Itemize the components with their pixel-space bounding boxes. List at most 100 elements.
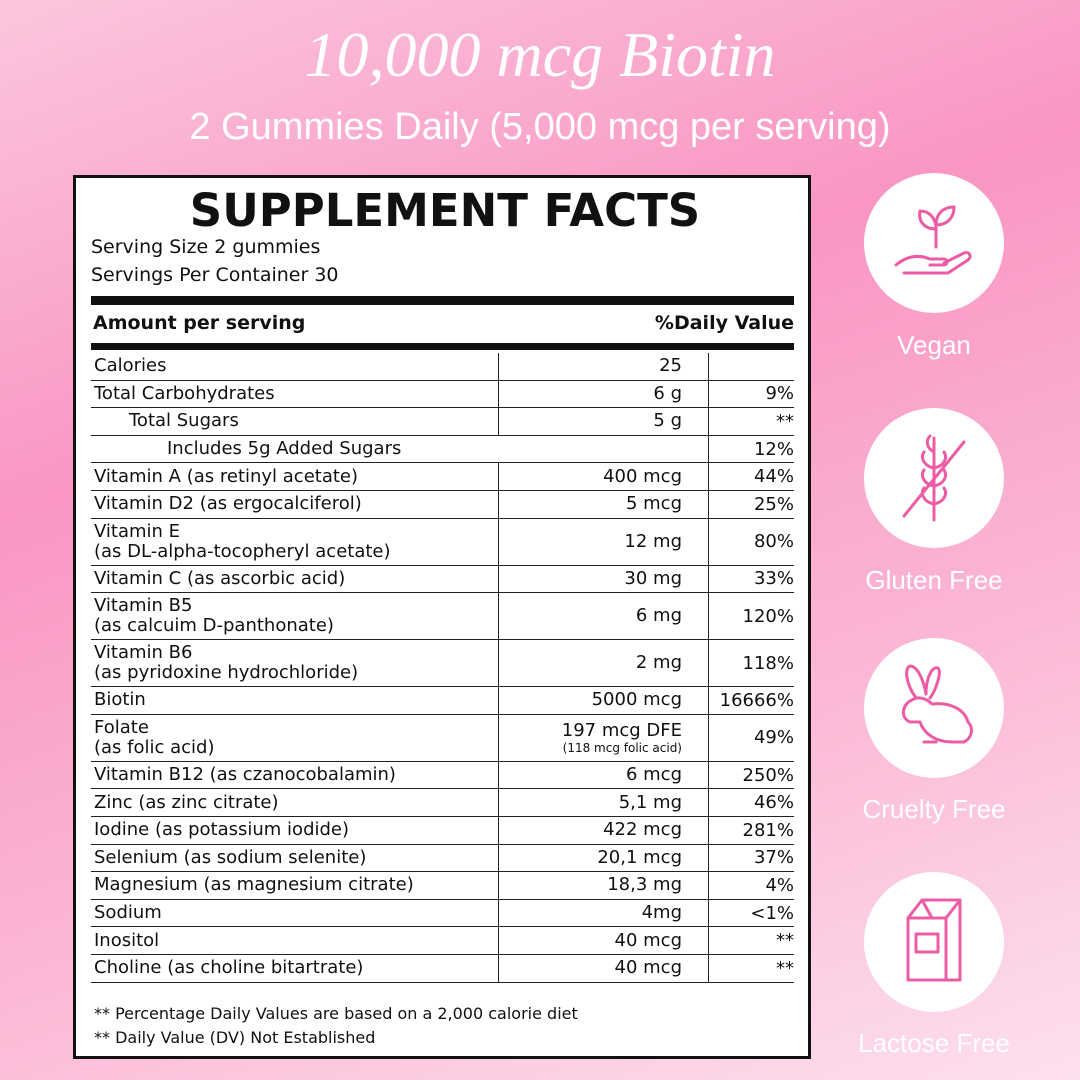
daily-value: 44% [753, 466, 794, 488]
dv-cell: 49% [708, 714, 794, 761]
nutrient-cell: Biotin [91, 687, 498, 714]
daily-value: 16666% [719, 689, 794, 711]
servings-per-container: Servings Per Container 30 [91, 264, 339, 286]
daily-value: 37% [753, 847, 794, 869]
facts-row: Biotin 5000 mcg 16666% [91, 687, 794, 715]
nutrient-name: Inositol [94, 929, 160, 951]
amount: 5,1 mg [618, 791, 682, 813]
dv-cell: 37% [708, 844, 794, 872]
daily-value: 33% [753, 568, 794, 590]
facts-row: Vitamin B12 (as czanocobalamin) 6 mcg 250% [91, 761, 794, 790]
nutrient-name: Selenium (as sodium selenite) [94, 846, 367, 868]
nutrient-cell: Vitamin A (as retinyl acetate) [91, 463, 498, 490]
daily-value: 80% [753, 531, 794, 553]
nutrient-name: Calories [94, 355, 167, 377]
dv-cell: 118% [708, 640, 794, 687]
daily-value: 118% [742, 652, 794, 674]
dv-cell: ** [708, 955, 794, 982]
nutrient-name: Includes 5g Added Sugars [167, 438, 402, 460]
facts-row: Total Sugars 5 g ** [91, 408, 794, 436]
amount: 5000 mcg [591, 689, 682, 711]
nutrient-name: Zinc (as zinc citrate) [94, 791, 279, 813]
daily-value: <1% [750, 902, 794, 924]
nutrient-cell: Vitamin B6 (as pyridoxine hydrochloride) [91, 640, 498, 686]
nutrient-name: Magnesium (as magnesium citrate) [94, 874, 414, 896]
badge-label: Gluten Free [865, 565, 1003, 595]
nutrient-name: Total Sugars [129, 410, 239, 432]
nutrient-cell: Sodium [91, 900, 498, 927]
amount: 40 mcg [614, 929, 682, 951]
facts-title: SUPPLEMENT FACTS [189, 184, 701, 237]
nutrient-cell: Selenium (as sodium selenite) [91, 845, 498, 872]
daily-value: 9% [765, 383, 794, 405]
daily-value: ** [776, 930, 794, 952]
lactose-free-icon [906, 898, 962, 982]
amount-cell: 25 [498, 353, 708, 380]
nutrient-cell: Vitamin C (as ascorbic acid) [91, 566, 498, 593]
amount-cell: 5 g [498, 408, 708, 435]
dv-cell: 25% [708, 491, 794, 518]
amount-cell: 40 mcg [498, 927, 708, 954]
amount: 25 [659, 355, 682, 377]
amount-cell: 2 mg [498, 640, 708, 687]
divider [91, 296, 794, 305]
amount-header: Amount per serving [93, 312, 306, 334]
dv-cell: 12% [708, 435, 794, 463]
amount-cell: 6 g [498, 380, 708, 408]
facts-row: Magnesium (as magnesium citrate) 18,3 mg 4… [91, 872, 794, 900]
amount: 12 mg [624, 530, 682, 552]
nutrient-source: (as folic acid) [94, 736, 215, 758]
daily-value: ** [776, 410, 794, 432]
footnote: ** Percentage Daily Values are based on … [94, 1004, 578, 1023]
badge-label: Vegan [897, 330, 971, 360]
amount-cell: 197 mcg DFE (118 mcg folic acid) [498, 714, 708, 761]
facts-row: Vitamin A (as retinyl acetate) 400 mcg 44% [91, 463, 794, 491]
facts-row: Vitamin B5 (as calcuim D-panthonate) 6 mg 1… [91, 593, 794, 641]
facts-row: Vitamin E (as DL-alpha-tocopheryl acetate… [91, 518, 794, 566]
nutrient-name: Vitamin D2 (as ergocalciferol) [94, 493, 362, 515]
vegan-icon [894, 205, 972, 275]
badge-icon [864, 638, 1004, 778]
badge-label: Cruelty Free [862, 794, 1006, 824]
amount-cell [498, 436, 708, 463]
amount-cell: 4mg [498, 899, 708, 927]
dv-cell: <1% [708, 899, 794, 927]
nutrient-name: Biotin [94, 689, 146, 711]
amount: 30 mg [624, 567, 682, 589]
headline: 10,000 mcg Biotin [304, 19, 776, 90]
dv-cell: 4% [708, 872, 794, 899]
daily-value: 250% [742, 764, 794, 786]
nutrient-cell: Total Carbohydrates [91, 381, 498, 408]
amount-cell: 5 mcg [498, 491, 708, 518]
nutrient-name: Vitamin C (as ascorbic acid) [94, 567, 346, 589]
amount: 20,1 mcg [597, 846, 682, 868]
amount-note: (118 mcg folic acid) [562, 740, 682, 755]
amount: 400 mcg [603, 465, 682, 487]
facts-row: Includes 5g Added Sugars 12% [91, 435, 794, 464]
nutrient-cell: Magnesium (as magnesium citrate) [91, 872, 498, 899]
amount-cell: 12 mg [498, 518, 708, 565]
nutrient-name: Vitamin B12 (as czanocobalamin) [94, 764, 396, 786]
dv-cell: 46% [708, 789, 794, 816]
nutrient-name: Choline (as choline bitartrate) [94, 957, 364, 979]
amount: 422 mcg [603, 819, 682, 841]
footnote: ** Daily Value (DV) Not Established [94, 1028, 376, 1047]
amount-cell: 6 mcg [498, 761, 708, 789]
serving-size: Serving Size 2 gummies [91, 236, 321, 258]
daily-value: 46% [753, 792, 794, 814]
nutrient-cell: Total Sugars [91, 408, 498, 435]
amount-cell: 18,3 mg [498, 872, 708, 899]
nutrient-cell: Inositol [91, 927, 498, 954]
daily-value: 49% [753, 727, 794, 749]
amount: 40 mcg [614, 957, 682, 979]
gluten-free-icon [902, 434, 966, 522]
dv-cell: 16666% [708, 687, 794, 714]
nutrient-cell: Choline (as choline bitartrate) [91, 955, 498, 982]
daily-value: 120% [742, 605, 794, 627]
dv-cell: 9% [708, 380, 794, 408]
amount-cell: 422 mcg [498, 817, 708, 844]
dv-cell: 80% [708, 518, 794, 565]
amount: 5 g [653, 410, 682, 432]
facts-row: Sodium 4mg <1% [91, 899, 794, 928]
dv-cell: 120% [708, 593, 794, 640]
